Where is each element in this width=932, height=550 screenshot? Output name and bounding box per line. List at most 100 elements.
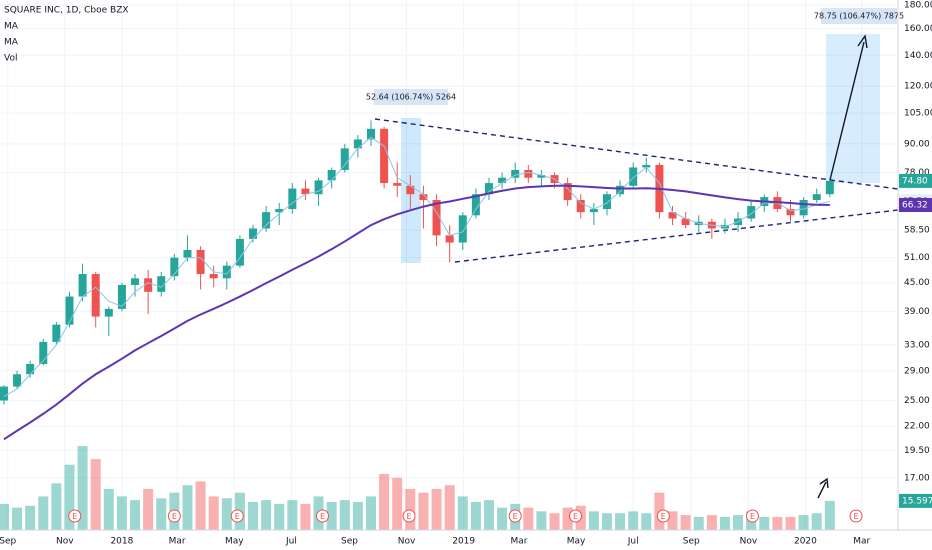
y-tick-label: 22.00 xyxy=(904,422,930,432)
x-tick-label: Sep xyxy=(683,537,700,547)
candle-body xyxy=(471,194,480,216)
y-tick-label: 45.00 xyxy=(904,278,930,288)
candle-body xyxy=(170,257,179,277)
candle-body xyxy=(406,185,415,195)
x-tick-label: Mar xyxy=(511,537,528,547)
volume-bar xyxy=(641,513,652,530)
volume-bar xyxy=(628,511,639,530)
earnings-marker xyxy=(230,509,244,523)
candle-body xyxy=(26,363,35,375)
volume-bar xyxy=(693,516,704,530)
volume-bar xyxy=(470,502,481,530)
candle-body xyxy=(576,200,585,213)
candle-body xyxy=(39,341,48,364)
candle-body xyxy=(616,185,625,195)
candle-body xyxy=(432,200,441,236)
volume-bar xyxy=(208,496,219,530)
candle-body xyxy=(104,308,113,317)
y-tick-label: 78.00 xyxy=(904,168,930,178)
candle-body xyxy=(786,209,795,216)
x-tick-label: Jul xyxy=(627,537,639,547)
y-tick-label: 140.00 xyxy=(904,51,932,61)
earnings-marker xyxy=(569,509,583,523)
candle-body xyxy=(262,212,271,229)
volume-bar xyxy=(261,500,272,530)
candle-body xyxy=(13,374,22,387)
earnings-marker xyxy=(315,509,329,523)
volume-bar xyxy=(90,459,101,530)
earnings-marker xyxy=(68,509,82,523)
x-tick-label: Sep xyxy=(341,537,358,547)
x-tick-label: Nov xyxy=(56,537,74,547)
candle-body xyxy=(288,188,297,210)
y-tick-label: 105.00 xyxy=(904,108,932,118)
earnings-label: E xyxy=(750,512,755,521)
volume-bar xyxy=(549,513,560,530)
earnings-label: E xyxy=(235,512,240,521)
earnings-label: E xyxy=(573,512,578,521)
candle-body xyxy=(747,205,756,219)
volume-bar xyxy=(12,507,23,530)
candle-body xyxy=(340,148,349,170)
y-tick-label: 58.50 xyxy=(904,226,930,236)
candle-body xyxy=(799,200,808,216)
candle-body xyxy=(419,194,428,201)
x-tick-label: 2018 xyxy=(110,537,133,547)
earnings-label: E xyxy=(72,512,77,521)
candle-body xyxy=(524,169,533,178)
volume-bar xyxy=(785,516,796,530)
volume-bar xyxy=(706,515,717,530)
y-tick-label: 29.00 xyxy=(904,366,930,376)
volume-bar xyxy=(719,516,730,530)
earnings-marker xyxy=(849,509,863,523)
earnings-marker xyxy=(167,509,181,523)
candle-body xyxy=(249,228,258,239)
candle-body xyxy=(314,180,323,195)
y-tick-label: 19.50 xyxy=(904,446,930,456)
y-tick-label: 120.00 xyxy=(904,82,932,92)
grid xyxy=(0,0,898,530)
candle-body xyxy=(498,177,507,184)
volume-bar xyxy=(379,474,390,530)
x-tick-label: 2020 xyxy=(794,537,817,547)
volume-bar xyxy=(497,507,508,530)
volume-bar xyxy=(392,477,403,530)
candle-body xyxy=(275,209,284,213)
candle-body xyxy=(380,128,389,184)
candle-body xyxy=(144,278,153,292)
volume-bar xyxy=(287,500,298,530)
volume-bar xyxy=(248,502,259,530)
volume-bar xyxy=(182,485,193,530)
candle-body xyxy=(65,296,74,325)
candle-body xyxy=(458,215,467,243)
volume-bar xyxy=(536,511,547,530)
y-tick-label: 180.00 xyxy=(904,0,932,10)
candle-body xyxy=(393,183,402,186)
volume-bar xyxy=(195,481,206,530)
price-label: 66.32 xyxy=(902,201,928,211)
earnings-marker xyxy=(508,509,522,523)
x-tick-label: Nov xyxy=(398,537,416,547)
volume-bar xyxy=(38,496,49,530)
y-tick-label: 33.00 xyxy=(904,340,930,350)
arrow-head xyxy=(819,477,829,489)
candle-body xyxy=(366,128,375,140)
legend-entry: Vol xyxy=(4,54,17,64)
candle-body xyxy=(642,164,651,168)
volume-bar xyxy=(405,488,416,530)
volume-bar xyxy=(274,503,285,530)
volume-bar xyxy=(601,513,612,530)
candle-body xyxy=(668,212,677,219)
candle-body xyxy=(52,324,61,342)
price-label: 74.80 xyxy=(902,176,928,186)
volume-bar xyxy=(588,511,599,530)
y-tick-label: 39.00 xyxy=(904,307,930,317)
candle-body xyxy=(353,139,362,149)
candle-body xyxy=(183,249,192,258)
price-label-box xyxy=(899,173,932,188)
annotation: 52.64 (106.74%) 5264 xyxy=(366,93,456,102)
